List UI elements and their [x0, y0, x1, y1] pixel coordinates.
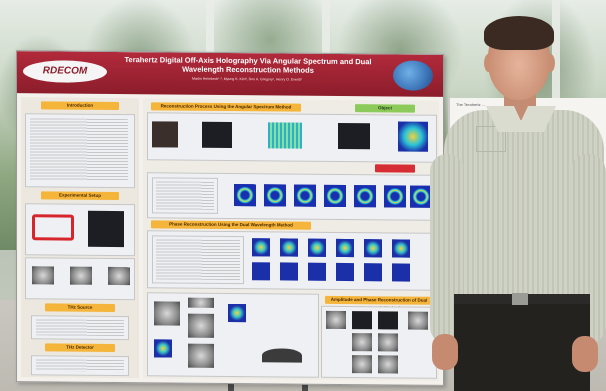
background-poster-title: The Terahertz ... [456, 102, 486, 107]
phase-map [336, 262, 354, 282]
phase-recon-heading: Phase Reconstruction Using the Dual Wave… [151, 220, 311, 230]
left-hand [432, 334, 458, 370]
angular-spectrum-panel [147, 112, 437, 163]
phase-map [280, 262, 298, 281]
poster-header: RDECOM Terahertz Digital Off-Axis Hologr… [17, 51, 443, 97]
right-column: Reconstruction Process Using the Angular… [143, 98, 439, 381]
object-photo [32, 266, 54, 285]
detector-panel [31, 355, 129, 377]
research-poster: RDECOM Terahertz Digital Off-Axis Hologr… [16, 50, 444, 386]
filtered-spectrum-image [338, 122, 370, 150]
fft-image [202, 121, 232, 149]
dual-wavelength-image [378, 355, 398, 374]
propagation-panel [147, 172, 437, 221]
phase-map [392, 239, 410, 258]
phase-map [392, 263, 410, 282]
setup-diagram [32, 214, 74, 241]
sample-image [188, 297, 214, 308]
university-logo [393, 60, 433, 91]
sample-image [154, 339, 172, 358]
sample-image [228, 303, 246, 323]
propagation-ring [294, 184, 316, 207]
object-photos-panel [25, 257, 135, 301]
sample-image [188, 313, 214, 338]
phase-map [280, 238, 298, 257]
object-photo [108, 266, 130, 286]
phase-map [364, 239, 382, 258]
setup-photo [88, 210, 124, 248]
ear [546, 54, 555, 72]
setup-panel [25, 203, 135, 257]
phase-map [364, 263, 382, 282]
introduction-panel [25, 113, 135, 189]
object-silhouette [262, 348, 302, 363]
phase-recon-text-box [152, 235, 244, 285]
reconstruction-image [398, 121, 428, 152]
poster-authors: Martin Heimbeck¹·², Myung K. Kim³, Don A… [192, 76, 302, 82]
detector-text [36, 359, 124, 373]
dual-wavelength-image [408, 311, 428, 330]
poster-title: Terahertz Digital Off-Axis Holography Vi… [124, 55, 372, 75]
phase-map [252, 238, 270, 257]
left-column: Introduction Experimental Setup THz Sour… [21, 97, 139, 379]
propagation-ring [324, 184, 346, 208]
object-heading: Object [355, 104, 415, 113]
shirt-pocket [476, 126, 506, 152]
dual-wavelength-panel [321, 305, 437, 379]
propagation-text-box [152, 177, 218, 214]
dual-wavelength-image [326, 310, 346, 330]
object-photo [70, 266, 92, 285]
propagation-ring [234, 184, 256, 207]
dual-wavelength-image [352, 311, 372, 330]
right-hand [572, 336, 598, 372]
propagation-ring [410, 185, 432, 208]
propagation-ring [264, 184, 286, 207]
source-heading: THz Source [45, 303, 115, 312]
angular-spectrum-heading: Reconstruction Process Using the Angular… [151, 102, 301, 112]
red-label [375, 164, 415, 173]
hair [484, 16, 554, 50]
dual-wavelength-image [352, 355, 372, 374]
phase-map [336, 238, 354, 258]
source-text [36, 319, 124, 337]
introduction-heading: Introduction [41, 101, 119, 111]
sample-image [188, 343, 214, 368]
lower-left-panel [147, 292, 319, 378]
phase-map [308, 238, 326, 257]
hologram-image [152, 121, 178, 148]
propagation-ring [354, 185, 376, 208]
introduction-text [30, 118, 128, 182]
fringe-image [268, 122, 302, 149]
phase-recon-panel [147, 230, 437, 291]
dual-wavelength-image [352, 333, 372, 352]
sample-image [154, 301, 180, 326]
propagation-text [156, 181, 214, 210]
experimental-setup-heading: Experimental Setup [41, 191, 119, 201]
presenter-person [430, 14, 606, 391]
belt-buckle [512, 293, 528, 305]
dual-wavelength-image [378, 333, 398, 352]
phase-map [252, 262, 270, 281]
phase-map [308, 262, 326, 281]
rdecom-logo: RDECOM [23, 60, 107, 83]
source-panel [31, 315, 129, 341]
dual-wavelength-image [378, 311, 398, 330]
pants [454, 304, 590, 391]
dual-wavelength-heading: Amplitude and Phase Reconstruction of Du… [325, 295, 433, 310]
phase-recon-text [156, 239, 240, 281]
detector-heading: THz Detector [45, 343, 115, 352]
propagation-ring [384, 185, 406, 208]
